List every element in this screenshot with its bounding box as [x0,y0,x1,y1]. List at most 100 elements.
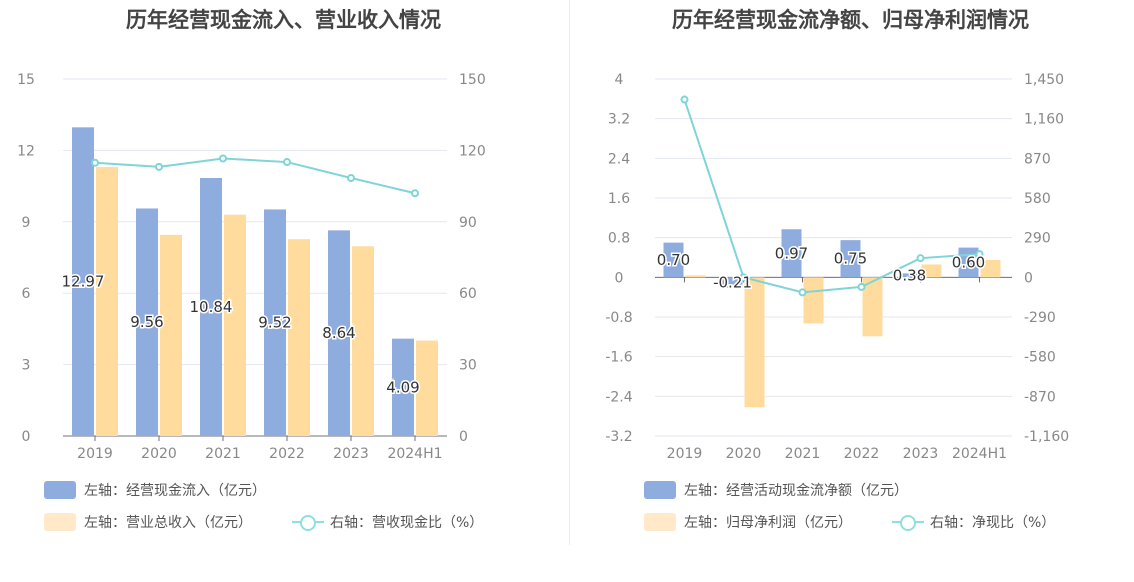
bar-secondary [224,214,246,436]
line-point [155,162,163,171]
bar-data-label: 0.60 [952,253,985,271]
legend-label: 左轴：经营现金流入（亿元） [84,483,266,499]
legend-item-bar-1[interactable]: 左轴：经营活动现金流净额（亿元） [644,480,908,500]
bar-secondary [352,246,374,436]
bar-secondary [862,277,883,337]
bar-data-label: 8.64 [322,324,355,342]
right-axis-tick-label: -580 [1024,350,1056,366]
bar-data-label: 0.70 [657,251,690,269]
bar-bar-primary [328,230,350,436]
chart-panel-net-cash: 历年经营现金流净额、归母净利润情况 -3.2 -1,160 -2.4 -870 -1.6… [567,0,1134,582]
right-axis-tick-label: 90 [459,215,477,231]
legend-swatch [44,481,76,499]
left-axis-tick-label: -0.8 [605,310,632,326]
bar-data-label: 9.56 [130,313,163,331]
left-axis-tick-label: 2.4 [608,151,630,167]
bar-secondary [685,275,706,278]
bar-data-label: 0.38 [893,266,926,284]
chart-title: 历年经营现金流入、营业收入情况 [126,8,441,32]
line-point [857,282,866,291]
right-axis-tick-label: -1,160 [1024,429,1069,445]
left-axis-tick-label: 15 [17,72,35,88]
bar-bar-primary [200,178,222,436]
x-axis-tick-label: 2020 [141,446,177,462]
left-axis-tick-label: -1.6 [605,350,632,366]
x-axis-tick-label: 2024H1 [952,446,1007,462]
right-axis-tick-label: 60 [459,286,477,302]
right-axis-tick-label: 580 [1024,191,1051,207]
line-point [347,174,355,183]
bar-bar-primary [72,127,94,437]
bar-bar-primary [392,338,414,436]
right-axis-tick-label: 1,160 [1024,112,1064,128]
left-axis-tick-label: -2.4 [605,389,632,405]
bar-data-label: 9.52 [258,314,291,332]
line-point [739,273,748,282]
bar-secondary [803,277,824,324]
line-point [975,250,984,259]
bar-secondary [160,234,182,436]
x-axis-tick-label: 2019 [77,446,113,462]
legend-label: 右轴：营收现金比（%） [330,515,484,531]
line-series [683,99,980,294]
right-axis-tick-label: 120 [459,143,486,159]
legend-label: 右轴：净现比（%） [930,515,1056,531]
legend-label: 左轴：归母净利润（亿元） [684,515,852,531]
bar-bar-primary [264,209,286,436]
left-axis-tick-label: 3.2 [608,112,630,128]
line-point [219,154,227,163]
x-axis-tick-label: 2021 [205,446,241,462]
left-axis-tick-label: 1.6 [608,191,630,207]
right-axis-tick-label: 150 [459,72,486,88]
legend-item-line[interactable]: 右轴：净现比（%） [892,512,1055,532]
left-axis-tick-label: -3.2 [605,429,632,445]
left-axis-tick-label: 0.8 [608,231,630,247]
x-axis-tick-label: 2021 [785,446,821,462]
bar-data-label: 0.75 [834,250,867,268]
legend-item-bar-2[interactable]: 左轴：归母净利润（亿元） [644,512,852,532]
legend-line-swatch [292,513,324,531]
right-axis-tick-label: 870 [1024,151,1051,167]
left-axis-tick-label: 3 [22,358,31,374]
x-axis-tick-label: 2022 [269,446,305,462]
legend-label: 左轴：经营活动现金流净额（亿元） [684,483,908,499]
legend-line-swatch [892,513,924,531]
bar-data-label: 4.09 [386,378,419,396]
legend-item-bar-2[interactable]: 左轴：营业总收入（亿元） [44,512,252,532]
bar-secondary [980,259,1001,278]
panel-divider [569,0,570,545]
left-axis-tick-label: 12 [17,143,35,159]
legend-swatch [644,513,676,531]
legend-swatch [644,481,676,499]
line-point [91,158,99,167]
bar-bar-primary [722,277,743,288]
bar-data-label: 12.97 [62,273,105,291]
bar-data-label: 10.84 [190,298,233,316]
x-axis-tick-label: 2023 [903,446,939,462]
right-axis-tick-label: 30 [459,358,477,374]
x-axis-tick-label: 2020 [726,446,762,462]
right-axis-tick-label: 1,450 [1024,72,1064,88]
legend-swatch [44,513,76,531]
left-axis-tick-label: 6 [22,286,31,302]
x-axis-tick-label: 2023 [333,446,369,462]
bar-bar-primary [840,240,861,278]
left-axis-tick-label: 9 [22,215,31,231]
legend-item-bar-1[interactable]: 左轴：经营现金流入（亿元） [44,480,266,500]
bar-bar-primary [899,273,920,278]
bar-data-label: 0.97 [775,244,808,262]
bar-secondary [744,277,765,408]
right-axis-tick-label: 0 [1024,270,1033,286]
line-series [94,157,416,195]
left-axis-tick-label: 4 [615,72,624,88]
legend-item-line[interactable]: 右轴：营收现金比（%） [292,512,483,532]
bar-bar-primary [136,208,158,436]
right-axis-tick-label: -870 [1024,389,1056,405]
right-axis-tick-label: -290 [1024,310,1056,326]
right-axis-tick-label: 0 [459,429,468,445]
bar-secondary [288,239,310,436]
chart-plot-area: 0 0 3 30 6 60 9 90 12 120 15 150 2019 2020 2021 2022 202… [17,72,486,462]
line-point [283,158,291,167]
chart-title: 历年经营现金流净额、归母净利润情况 [672,8,1029,32]
bar-secondary [921,264,942,278]
